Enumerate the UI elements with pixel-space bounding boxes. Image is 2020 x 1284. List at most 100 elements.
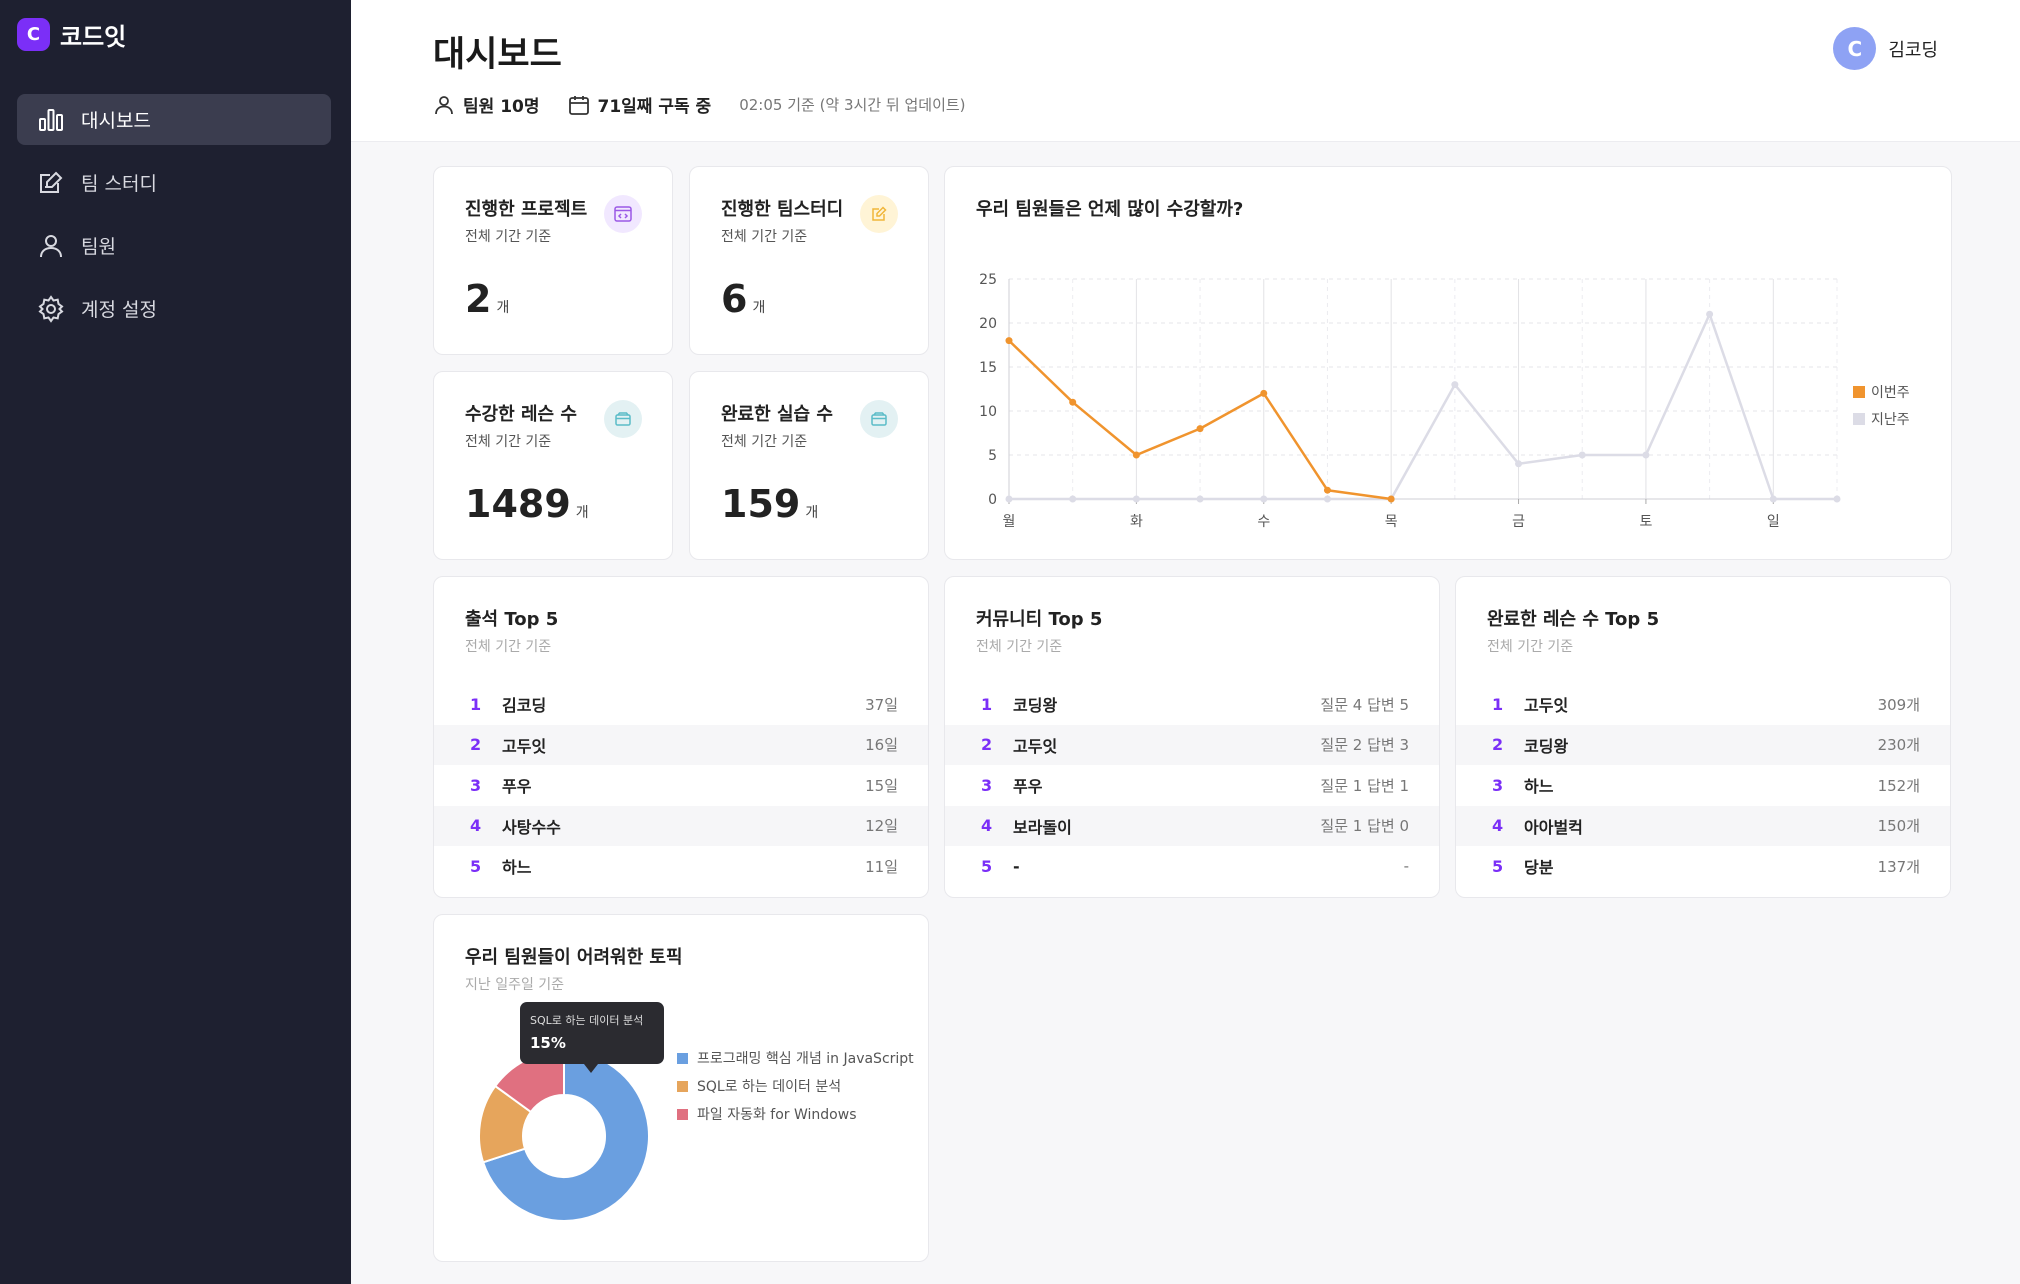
sidebar-nav: 대시보드 팀 스터디 팀원 계정 설정 [17,94,331,346]
person-icon [435,95,453,114]
list-item: 4 보라돌이 질문 1 답변 0 [945,805,1439,846]
stat-subtitle: 전체 기간 기준 [721,434,808,450]
series-line [1009,312,1837,501]
legend-swatch [1853,413,1865,425]
sidebar-item-label: 팀 스터디 [81,173,157,195]
data-point [1005,495,1013,503]
legend-item[interactable]: 프로그래밍 핵심 개념 in JavaScript [677,1044,914,1072]
series-line [1008,339,1392,501]
bar-chart-icon [37,106,65,134]
rank-value: 150개 [1877,817,1920,836]
y-tick-label: 0 [988,492,997,508]
lessons-top5-card: 완료한 레슨 수 Top 5 전체 기간 기준 1 고두잇 309개 2 코딩왕… [1455,576,1951,898]
legend-item[interactable]: 파일 자동화 for Windows [677,1100,914,1128]
rank-value: 152개 [1877,776,1920,795]
card-title: 우리 팀원들이 어려워한 토픽 [465,947,683,968]
logo-icon: C [17,18,50,51]
rank-number: 2 [981,735,993,755]
stat-title: 진행한 팀스터디 [721,199,844,220]
member-name: 고두잇 [1524,696,1569,716]
card-subtitle: 전체 기간 기준 [1487,639,1574,655]
y-tick-label: 5 [988,448,997,464]
rank-value: 11일 [865,857,898,876]
list-item: 2 고두잇 질문 2 답변 3 [945,724,1439,765]
user-menu[interactable]: C 김코딩 [1833,27,1938,70]
rank-value: 질문 1 답변 0 [1320,817,1409,836]
card-title: 출석 Top 5 [465,609,559,630]
legend-swatch [1853,386,1865,398]
x-tick-label: 수 [1257,514,1270,530]
stat-card-team-study: 진행한 팀스터디 전체 기간 기준 6 개 [689,166,929,355]
rank-number: 2 [1492,735,1504,755]
edit-note-icon [37,169,65,197]
donut-legend: 프로그래밍 핵심 개념 in JavaScript SQL로 하는 데이터 분석… [677,1044,914,1128]
list-item: 2 코딩왕 230개 [1456,724,1950,765]
legend-label: SQL로 하는 데이터 분석 [697,1079,842,1095]
user-name: 김코딩 [1888,39,1938,61]
list-item: 3 푸우 질문 1 답변 1 [945,765,1439,806]
legend-item[interactable]: SQL로 하는 데이터 분석 [677,1072,914,1100]
member-name: 코딩왕 [1013,696,1058,716]
rank-value: 230개 [1877,736,1920,755]
rank-value: 질문 2 답변 3 [1320,736,1409,755]
x-tick-label: 월 [1003,514,1016,530]
list-item: 1 코딩왕 질문 4 답변 5 [945,684,1439,725]
card-title: 커뮤니티 Top 5 [976,609,1103,630]
stat-card-practice: 완료한 실습 수 전체 기간 기준 159 개 [689,371,929,560]
rank-value: - [1403,857,1409,876]
rank-number: 4 [1492,816,1504,836]
box-icon [604,400,642,438]
sidebar-item-label: 팀원 [81,236,116,258]
legend-label: 파일 자동화 for Windows [697,1107,857,1123]
rank-value: 137개 [1877,857,1920,876]
stat-value: 1489 개 [465,482,589,526]
attendance-top5-card: 출석 Top 5 전체 기간 기준 1 김코딩 37일 2 고두잇 16일 3 … [433,576,929,898]
sidebar-item-team-study[interactable]: 팀 스터디 [17,157,331,208]
rank-number: 5 [981,856,993,876]
edit-icon [860,195,898,233]
stat-subtitle: 전체 기간 기준 [465,434,552,450]
sidebar: C 코드잇 대시보드 팀 스터디 팀원 계정 설정 [0,0,351,1284]
sidebar-item-label: 대시보드 [81,110,151,132]
list-item: 5 당분 137개 [1456,846,1950,887]
member-name: 하느 [1524,777,1554,797]
subscription-text: 71일째 구독 중 [597,97,712,117]
rank-value: 12일 [865,817,898,836]
stat-title: 수강한 레슨 수 [465,404,577,425]
card-subtitle: 지난 일주일 기준 [465,977,565,993]
data-point [1387,495,1395,503]
list-item: 2 고두잇 16일 [434,724,928,765]
tooltip-value: 15% [530,1034,566,1052]
data-point [1515,460,1523,468]
stat-subtitle: 전체 기간 기준 [465,229,552,245]
list-item: 1 고두잇 309개 [1456,684,1950,725]
legend-label: 프로그래밍 핵심 개념 in JavaScript [697,1051,914,1067]
chart-tooltip: SQL로 하는 데이터 분석 15% [520,1002,664,1064]
rank-number: 5 [470,856,482,876]
rank-value: 16일 [865,736,898,755]
data-point [1005,337,1013,345]
data-point [1260,495,1268,503]
stat-unit: 개 [752,300,766,316]
x-tick-label: 일 [1767,514,1780,530]
sidebar-item-settings[interactable]: 계정 설정 [17,283,331,334]
data-point [1132,451,1140,459]
list-item: 5 - - [945,846,1439,887]
member-count-text: 팀원 10명 [463,97,540,117]
avatar: C [1833,27,1877,70]
sidebar-item-members[interactable]: 팀원 [17,220,331,271]
member-name: 아아벌컥 [1524,817,1583,837]
stat-number: 2 [465,277,492,321]
sidebar-item-dashboard[interactable]: 대시보드 [17,94,331,145]
stat-title: 완료한 실습 수 [721,404,833,425]
card-subtitle: 전체 기간 기준 [465,639,552,655]
difficult-topics-card: 우리 팀원들이 어려워한 토픽 지난 일주일 기준 프로그래밍 핵심 개념 in… [433,914,929,1262]
stat-number: 1489 [465,482,571,526]
member-name: 당분 [1524,858,1554,878]
x-tick-label: 금 [1512,514,1525,530]
x-tick-label: 화 [1130,514,1143,530]
brand-logo[interactable]: C 코드잇 [17,17,126,52]
data-point [1196,425,1204,433]
list-item: 4 사탕수수 12일 [434,805,928,846]
rank-number: 1 [1492,694,1504,714]
